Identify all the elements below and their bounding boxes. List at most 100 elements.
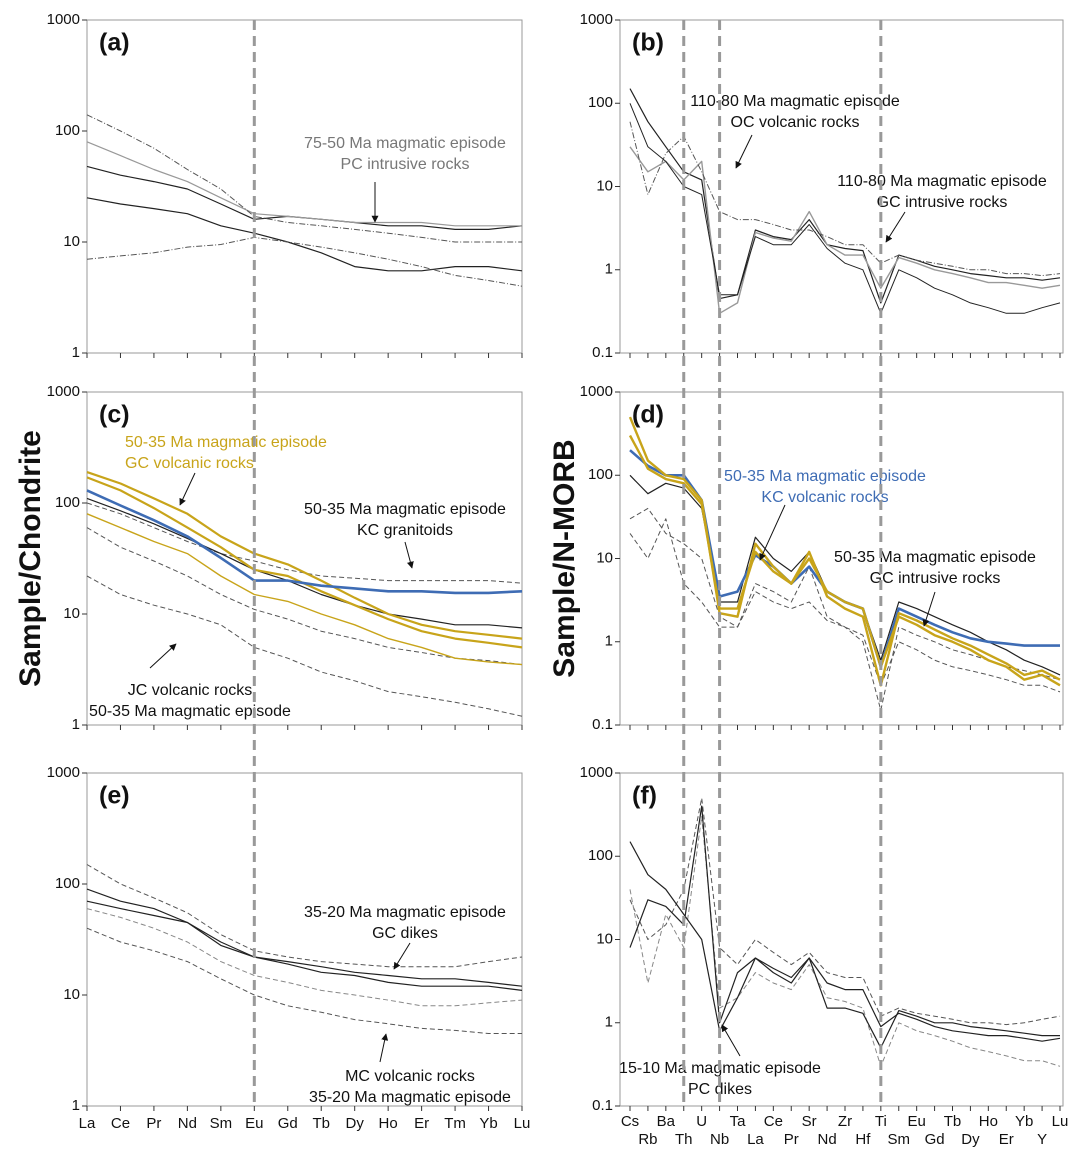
x-tick-label: Lu [514,1115,531,1132]
y-tick-label: 10 [596,177,613,194]
x-tick-label: Ce [111,1115,130,1132]
arrow [922,591,936,627]
y-tick-label: 100 [588,466,613,483]
annotation: 50-35 Ma magmatic episode [724,468,926,485]
annotation: GC intrusive rocks [877,194,1008,211]
y-tick-label: 100 [55,494,80,511]
annotation: 110-80 Ma magmatic episode [837,173,1047,190]
x-tick-label: Nb [710,1131,729,1148]
series-line [629,518,1061,693]
plot-frame [86,391,523,726]
series-line [86,197,523,272]
x-tick-label: Ti [875,1113,887,1130]
x-tick-label: Dy [346,1115,365,1132]
y-tick-label: 0.1 [592,716,613,733]
series-line [629,121,1061,277]
x-tick-label: Tb [312,1115,330,1132]
arrow [721,1024,741,1057]
series-line [629,88,1061,304]
y-tick-label: 1 [72,716,80,733]
x-tick-label: La [747,1131,764,1148]
panel: 1 10 100 1000 (c) Sample/Chondrite 50-35 Ma ma… [14,383,523,733]
panel-label: (a) [99,29,130,57]
series-line [86,497,523,629]
x-tick-label: Gd [925,1131,945,1148]
annotation: 35-20 Ma magmatic episode [309,1089,511,1106]
y-tick-label: 1000 [47,383,80,400]
annotation: 50-35 Ma magmatic episode [304,501,506,518]
y-tick-label: 1000 [47,11,80,28]
series-line [629,146,1061,314]
x-tick-label: Pr [784,1131,799,1148]
x-tick-label: Zr [838,1113,852,1130]
panel: 0.1 1 10 100 1000 CsRbBaThUNbTaLaCePrSrNdZrHf… [580,764,1069,1148]
arrow [179,472,196,506]
x-tick-label: Gd [278,1115,298,1132]
x-tick-label: Pr [146,1115,161,1132]
x-tick-label: U [696,1113,707,1130]
y-tick-label: 10 [63,233,80,250]
y-axis-title: Sample/N-MORB [548,439,581,677]
y-tick-label: 1 [605,261,613,278]
x-tick-label: Nd [178,1115,197,1132]
series-line [86,888,523,987]
y-tick-label: 1000 [580,764,613,781]
x-tick-label: Tm [444,1115,466,1132]
series-line [86,927,522,1034]
series-line [86,114,522,243]
x-tick-label: Ba [657,1113,676,1130]
y-tick-label: 100 [588,847,613,864]
panel-label: (b) [632,29,664,57]
y-tick-label: 10 [596,549,613,566]
series-line [86,489,523,595]
y-tick-label: 100 [55,875,80,892]
panel-label: (c) [99,401,130,429]
x-tick-label: Ho [979,1113,998,1130]
arrow [885,211,906,243]
x-tick-label: Nd [817,1131,836,1148]
series-line [629,805,1061,1042]
series-line [629,797,1061,1026]
x-tick-label: Eu [907,1113,925,1130]
panel: 1 10 100 1000 La Ce Pr Nd Sm Eu Gd Tb Dy Ho Er Tm Yb Lu (e… [47,764,531,1132]
annotation: 35-20 Ma magmatic episode [304,904,506,921]
x-tick-label: Lu [1052,1113,1069,1130]
annotation: PC dikes [688,1081,752,1098]
panel: 1 10 100 1000 (a) 75-50 Ma magmatic episode PC… [47,11,523,361]
y-tick-label: 1000 [580,11,613,28]
series-line [86,900,523,991]
annotation: 75-50 Ma magmatic episode [304,135,506,152]
arrow [759,504,786,561]
x-tick-label: Th [675,1131,693,1148]
y-tick-label: 1 [605,1014,613,1031]
annotation: MC volcanic rocks [345,1068,475,1085]
series-line [86,471,523,640]
x-tick-label: Sr [802,1113,817,1130]
x-tick-label: Sm [888,1131,911,1148]
annotation: 50-35 Ma magmatic episode [834,549,1036,566]
x-tick-label: Rb [638,1131,657,1148]
annotation: GC dikes [372,925,438,942]
annotation: JC volcanic rocks [128,682,252,699]
x-tick-label: La [79,1115,96,1132]
series-line [86,527,523,666]
panel-label: (d) [632,401,664,429]
y-tick-label: 1000 [47,764,80,781]
annotation: KC granitoids [357,522,453,539]
plot-frame [86,772,523,1107]
x-tick-label: Yb [1015,1113,1033,1130]
annotation: GC volcanic rocks [125,455,254,472]
y-tick-label: 1 [72,1097,80,1114]
y-tick-label: 10 [63,605,80,622]
y-tick-label: 10 [63,986,80,1003]
series-line [86,864,523,968]
y-tick-label: 1 [605,633,613,650]
x-tick-label: Ce [764,1113,783,1130]
series-line [86,908,523,1007]
panel-label: (f) [632,782,657,810]
x-tick-label: Y [1037,1131,1047,1148]
panel: 0.1 1 10 100 1000 (d) Sample/N-MORB 50-35 Ma ma… [548,383,1064,733]
series-line [629,103,1061,314]
panel-label: (e) [99,782,130,810]
